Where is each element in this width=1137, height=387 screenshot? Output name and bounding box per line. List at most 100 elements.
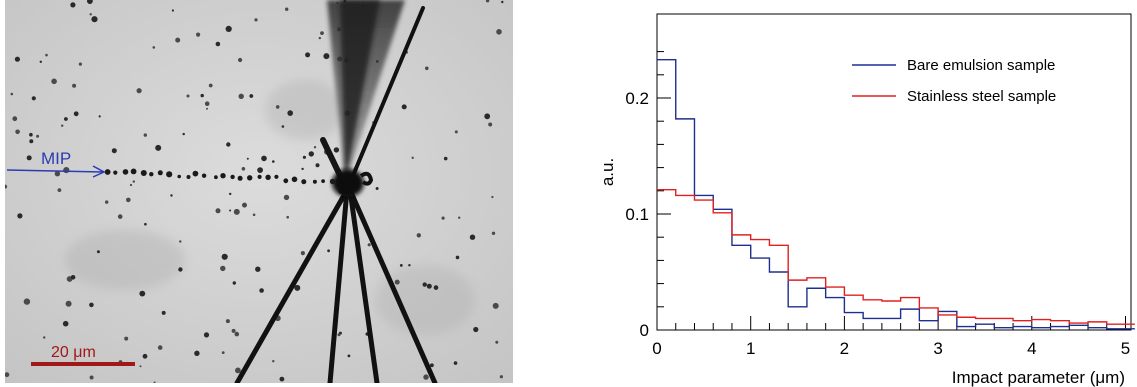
- grain: [87, 0, 93, 4]
- grain: [491, 231, 496, 235]
- grain: [57, 188, 62, 193]
- impact-parameter-histogram: 0 1 2 3 4 5 0 0.1 0.2 Impact parameter (μm) a.u…: [598, 13, 1135, 387]
- x-axis-tick-labels: 0 1 2 3 4 5: [652, 339, 1130, 358]
- mip-track-grain: [113, 170, 118, 175]
- grain: [43, 336, 46, 339]
- grain: [285, 7, 289, 11]
- grain: [17, 213, 23, 219]
- grain: [315, 163, 320, 168]
- mip-track-grain: [301, 179, 307, 185]
- grain: [45, 53, 48, 57]
- grain: [401, 104, 407, 110]
- grain: [215, 41, 221, 47]
- grain: [78, 62, 82, 66]
- mip-track-grain: [247, 175, 253, 181]
- x-tick-label: 0: [652, 339, 661, 358]
- grain: [62, 320, 69, 327]
- grain: [117, 214, 123, 219]
- emulsion-micrograph: MIP 20 μm: [5, 0, 513, 383]
- mip-track-grain: [122, 169, 129, 175]
- grain: [249, 94, 254, 98]
- grain: [91, 16, 98, 23]
- grain: [178, 267, 183, 272]
- grain: [495, 340, 499, 344]
- series-stainless-steel: [657, 188, 1135, 325]
- grain: [89, 13, 92, 16]
- mip-track-grain: [214, 175, 218, 180]
- lower-track-4: [347, 187, 438, 383]
- grain: [136, 88, 142, 94]
- y-axis-ticks: [657, 51, 671, 331]
- grain: [492, 302, 499, 309]
- mip-track-grain: [186, 175, 191, 179]
- legend: Bare emulsion sample Stainless steel sam…: [852, 57, 1056, 105]
- grain: [225, 25, 232, 32]
- grain: [36, 134, 40, 138]
- grain: [65, 300, 72, 307]
- grain: [254, 18, 258, 22]
- grain: [496, 29, 502, 35]
- grain: [238, 57, 243, 63]
- grain: [242, 202, 247, 208]
- grain: [221, 253, 228, 260]
- grain: [283, 194, 290, 201]
- grain: [259, 288, 264, 293]
- grain: [5, 184, 8, 189]
- grain: [300, 251, 305, 256]
- grain: [98, 115, 101, 118]
- grain: [252, 213, 256, 217]
- mip-track-dots: [104, 168, 336, 185]
- grain: [430, 363, 434, 368]
- grain: [337, 333, 341, 337]
- grain: [411, 156, 414, 159]
- grain: [73, 111, 79, 117]
- y-tick-label: 0: [640, 321, 649, 340]
- grain: [423, 374, 429, 380]
- grain: [469, 234, 476, 240]
- mip-track-grain: [157, 170, 163, 176]
- plot-frame: [656, 13, 1132, 331]
- grain: [499, 375, 503, 379]
- mip-track-grain: [265, 174, 271, 180]
- grain: [367, 243, 371, 247]
- grain: [89, 375, 94, 380]
- grain: [179, 240, 182, 243]
- legend-label-steel: Stainless steel sample: [907, 88, 1056, 105]
- scale-bar-label: 20 μm: [51, 344, 96, 361]
- grain: [433, 285, 439, 290]
- grain: [255, 266, 261, 272]
- lower-track-3: [347, 187, 380, 383]
- y-axis-tick-labels: 0 0.1 0.2: [625, 89, 649, 340]
- mip-label: MIP: [41, 149, 71, 168]
- grain: [204, 101, 210, 106]
- grain: [488, 122, 493, 127]
- mip-track-grain: [321, 179, 325, 184]
- grain: [64, 117, 68, 121]
- grain: [399, 264, 403, 267]
- grain: [347, 354, 351, 358]
- grain: [408, 264, 411, 267]
- x-tick-label: 3: [933, 339, 942, 358]
- grain: [422, 282, 427, 287]
- grain: [144, 222, 147, 226]
- grain: [313, 146, 317, 149]
- x-tick-label: 5: [1121, 339, 1130, 358]
- grain: [294, 284, 301, 291]
- grain: [89, 302, 94, 308]
- mip-track-grain: [192, 170, 199, 177]
- grain: [186, 94, 190, 98]
- grain: [72, 83, 77, 88]
- grain: [124, 336, 129, 341]
- mip-arrow-shaft: [6, 169, 104, 173]
- grain: [126, 197, 131, 203]
- grain: [14, 56, 20, 62]
- grain: [194, 350, 200, 356]
- grain: [281, 125, 285, 128]
- grain: [111, 148, 117, 154]
- grain: [26, 155, 32, 161]
- grain: [15, 129, 20, 135]
- grain: [305, 52, 311, 58]
- grain: [275, 105, 280, 109]
- grain: [426, 283, 432, 289]
- grain: [453, 361, 458, 365]
